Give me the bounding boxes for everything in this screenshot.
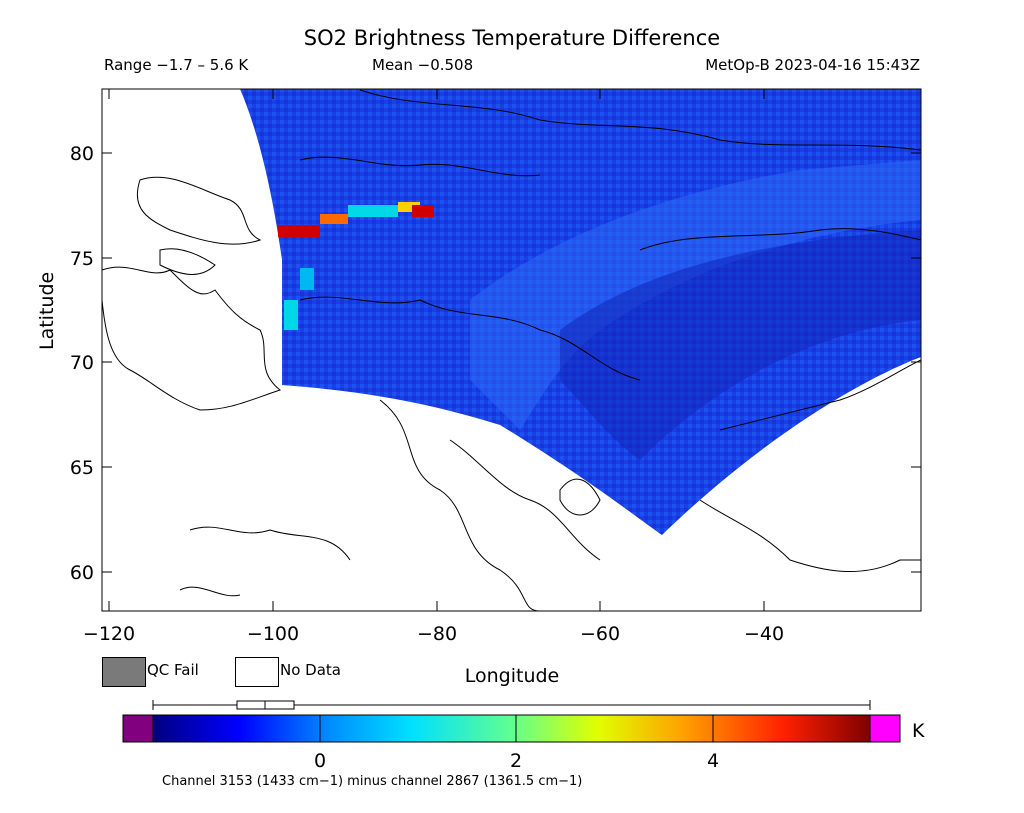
hotspot-orange: [320, 214, 348, 224]
colorbar-over: [869, 714, 901, 743]
qc-fail-label: QC Fail: [147, 661, 199, 679]
range-text: Range −1.7 – 5.6 K: [104, 56, 249, 74]
hotspot-cyan-2: [284, 300, 298, 330]
y-axis-label: Latitude: [36, 271, 58, 350]
colorbar-tick-label: 2: [510, 750, 522, 772]
x-tick-label: −60: [580, 623, 620, 645]
x-tick-label: −40: [744, 623, 784, 645]
hotspot-yellow: [398, 202, 420, 212]
colorbar-ticks: [319, 715, 714, 742]
hotspot-cyan-3: [300, 268, 314, 290]
no-data-swatch: [235, 657, 279, 687]
y-tick-label: 65: [70, 457, 94, 479]
mean-text: Mean −0.508: [372, 56, 474, 74]
data-band-dark: [560, 230, 921, 460]
colorbar-gradient: [152, 714, 871, 743]
colorbar-tick-label: 0: [314, 750, 326, 772]
x-axis-label: Longitude: [464, 665, 560, 687]
chart-title: SO2 Brightness Temperature Difference: [303, 26, 721, 50]
colorbar-unit: K: [912, 720, 925, 742]
hotspot-red: [278, 225, 320, 237]
channel-footnote: Channel 3153 (1433 cm−1) minus channel 2…: [162, 774, 583, 789]
x-tick-label: −100: [247, 623, 299, 645]
no-data-label: No Data: [280, 661, 341, 679]
y-tick-label: 80: [70, 143, 94, 165]
hotspot-cyan: [348, 205, 398, 217]
x-ticks: [108, 89, 765, 611]
qc-fail-swatch: [102, 657, 146, 687]
y-tick-label: 60: [70, 562, 94, 584]
colorbar-tick-label: 4: [707, 750, 719, 772]
y-tick-label: 75: [70, 248, 94, 270]
x-tick-label: −80: [417, 623, 457, 645]
coastlines: [102, 89, 921, 611]
hotspot-red-2: [412, 205, 434, 217]
data-band-light: [470, 160, 921, 430]
y-ticks: [102, 152, 921, 573]
plot-frame: [101, 88, 922, 612]
colorbar-under: [122, 714, 154, 743]
satellite-time-text: MetOp-B 2023-04-16 15:43Z: [705, 56, 920, 74]
x-tick-label: −120: [83, 623, 135, 645]
range-bracket: [152, 700, 871, 710]
y-tick-label: 70: [70, 352, 94, 374]
